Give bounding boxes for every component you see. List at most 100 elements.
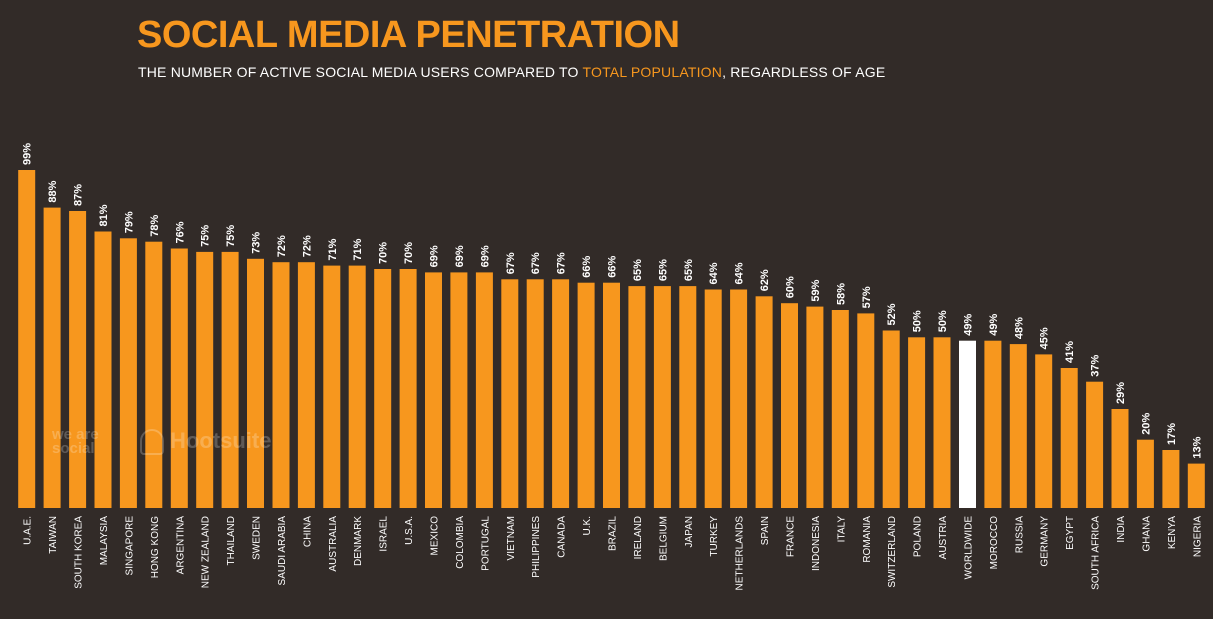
value-label-portugal: 69%: [479, 245, 491, 267]
bar-u-k: [577, 282, 595, 508]
subtitle-text-end: , REGARDLESS OF AGE: [722, 64, 886, 80]
value-label-saudi-arabia: 72%: [276, 235, 288, 257]
value-label-brazil: 66%: [607, 255, 619, 277]
category-label-u-k: U.K.: [582, 516, 593, 535]
bar-south-korea: [69, 211, 87, 508]
category-label-switzerland: SWITZERLAND: [887, 516, 898, 588]
bar-u-s-a: [399, 269, 417, 508]
category-label-italy: ITALY: [836, 516, 847, 543]
value-label-france: 60%: [785, 276, 797, 298]
value-label-india: 29%: [1115, 382, 1127, 404]
bar-ghana: [1136, 439, 1154, 508]
value-label-spain: 62%: [759, 269, 771, 291]
value-label-canada: 67%: [556, 252, 568, 274]
category-label-group: U.A.E. TAIWAN SOUTH KOREA MALAYSIA SINGAPORE…: [23, 516, 1204, 591]
value-label-thailand: 75%: [225, 225, 237, 247]
bar-poland: [908, 337, 926, 508]
category-label-china: CHINA: [302, 516, 313, 547]
value-label-poland: 50%: [912, 310, 924, 332]
bar-saudi-arabia: [272, 262, 290, 508]
bar-group: [18, 170, 1205, 509]
value-label-u-s-a: 70%: [403, 242, 415, 264]
value-label-malaysia: 81%: [98, 204, 110, 226]
chart-title: SOCIAL MEDIA PENETRATION: [137, 14, 680, 56]
value-label-worldwide: 49%: [963, 313, 975, 335]
value-label-kenya: 17%: [1166, 423, 1178, 445]
category-label-netherlands: NETHERLANDS: [735, 516, 746, 591]
category-label-france: FRANCE: [786, 516, 797, 557]
category-label-new-zealand: NEW ZEALAND: [201, 516, 212, 588]
bar-malaysia: [94, 231, 112, 508]
value-label-indonesia: 59%: [810, 279, 822, 301]
value-label-germany: 45%: [1039, 327, 1051, 349]
category-label-colombia: COLOMBIA: [455, 516, 466, 569]
bar-china: [297, 262, 315, 508]
bar-israel: [374, 269, 392, 508]
category-label-worldwide: WORLDWIDE: [964, 516, 975, 580]
category-label-belgium: BELGIUM: [658, 516, 669, 561]
bar-spain: [755, 296, 773, 508]
bar-canada: [552, 279, 570, 508]
value-label-denmark: 71%: [352, 238, 364, 260]
bar-egypt: [1060, 368, 1078, 508]
bar-sweden: [247, 258, 264, 508]
category-label-hong-kong: HONG KONG: [150, 516, 161, 578]
bar-new-zealand: [196, 251, 214, 508]
category-label-ghana: GHANA: [1141, 516, 1152, 552]
bar-mexico: [425, 272, 442, 508]
value-label-new-zealand: 75%: [200, 225, 212, 247]
value-label-ireland: 65%: [632, 259, 644, 281]
category-label-u-s-a: U.S.A.: [404, 516, 415, 545]
category-label-portugal: PORTUGAL: [480, 516, 491, 571]
bar-philippines: [526, 279, 544, 508]
bar-singapore: [119, 238, 137, 509]
category-label-philippines: PHILIPPINES: [531, 516, 542, 578]
category-label-kenya: KENYA: [1167, 516, 1178, 549]
value-label-ghana: 20%: [1140, 412, 1152, 434]
subtitle-text-start: THE NUMBER OF ACTIVE SOCIAL MEDIA USERS …: [138, 64, 583, 80]
bar-taiwan: [43, 207, 61, 508]
category-label-spain: SPAIN: [760, 516, 771, 545]
category-label-japan: JAPAN: [684, 516, 695, 548]
bar-hong-kong: [145, 241, 163, 508]
value-label-u-k: 66%: [581, 255, 593, 277]
bar-worldwide: [959, 340, 976, 508]
value-label-romania: 57%: [861, 286, 873, 308]
category-label-thailand: THAILAND: [226, 516, 237, 565]
bar-morocco: [984, 340, 1002, 508]
category-label-israel: ISRAEL: [379, 516, 390, 552]
category-label-argentina: ARGENTINA: [175, 516, 186, 575]
bar-kenya: [1162, 450, 1180, 508]
bar-france: [781, 303, 798, 508]
value-label-sweden: 73%: [251, 232, 263, 254]
category-label-russia: RUSSIA: [1014, 516, 1025, 554]
bar-ireland: [628, 286, 646, 508]
category-label-turkey: TURKEY: [709, 516, 720, 557]
bar-nigeria: [1187, 463, 1205, 508]
bar-austria: [933, 337, 951, 508]
bar-australia: [323, 265, 341, 508]
value-label-italy: 58%: [835, 283, 847, 305]
value-label-colombia: 69%: [454, 245, 466, 267]
bar-netherlands: [730, 289, 748, 508]
category-label-singapore: SINGAPORE: [124, 516, 135, 576]
bar-russia: [1009, 344, 1027, 508]
bar-vietnam: [501, 279, 519, 508]
value-label-russia: 48%: [1013, 317, 1025, 339]
value-label-u-a-e: 99%: [22, 143, 34, 165]
bar-u-a-e: [18, 170, 36, 508]
bar-romania: [857, 313, 875, 508]
category-label-saudi-arabia: SAUDI ARABIA: [277, 516, 288, 586]
category-label-romania: ROMANIA: [862, 516, 873, 563]
value-label-south-korea: 87%: [73, 184, 85, 206]
value-label-singapore: 79%: [123, 211, 135, 233]
value-label-australia: 71%: [327, 238, 339, 260]
category-label-morocco: MOROCCO: [989, 516, 1000, 570]
category-label-austria: AUSTRIA: [938, 516, 949, 560]
value-label-taiwan: 88%: [47, 180, 59, 202]
value-label-egypt: 41%: [1064, 341, 1076, 363]
bar-portugal: [475, 272, 493, 508]
value-label-mexico: 69%: [429, 245, 441, 267]
category-label-denmark: DENMARK: [353, 516, 364, 566]
